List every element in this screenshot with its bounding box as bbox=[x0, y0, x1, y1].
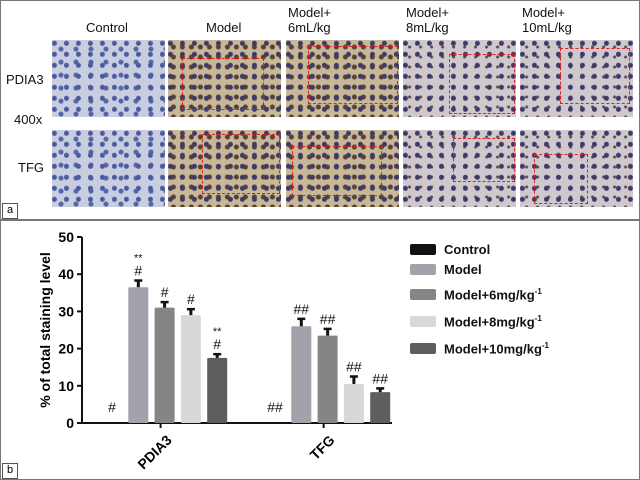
roi-box bbox=[560, 48, 630, 104]
micrograph-pdia3-control bbox=[52, 40, 165, 117]
y-tick-label: 40 bbox=[58, 266, 74, 282]
col-label-model: Model bbox=[206, 20, 242, 35]
significance-mark: ## bbox=[320, 311, 336, 327]
panel-a-tag: a bbox=[2, 203, 18, 219]
bar bbox=[207, 357, 228, 423]
bar bbox=[291, 326, 312, 423]
significance-mark: ## bbox=[372, 370, 388, 386]
legend-swatch bbox=[410, 264, 436, 275]
roi-box bbox=[534, 154, 588, 204]
legend-label: Model bbox=[444, 262, 482, 277]
significance-mark: ** bbox=[213, 326, 222, 338]
roi-box bbox=[449, 54, 515, 114]
micrograph-tfg-model-10 bbox=[520, 130, 633, 207]
legend-label: Control bbox=[444, 242, 491, 257]
y-tick-label: 30 bbox=[58, 303, 74, 319]
legend-label: Model+8mg/kg-1 bbox=[444, 314, 542, 329]
legend-text: Model+8mg/kg bbox=[444, 314, 535, 330]
legend-text: Model+6mg/kg bbox=[444, 287, 535, 303]
roi-box bbox=[182, 58, 264, 110]
row-label-tfg: TFG bbox=[18, 160, 44, 175]
roi-box bbox=[292, 146, 382, 196]
x-tick-label: PDIA3 bbox=[134, 432, 175, 473]
legend-swatch bbox=[410, 316, 436, 327]
significance-mark: # bbox=[108, 399, 116, 415]
y-tick-label: 20 bbox=[58, 341, 74, 357]
legend-superscript: -1 bbox=[534, 287, 542, 296]
roi-box bbox=[308, 46, 398, 104]
roi-box bbox=[453, 138, 515, 182]
significance-mark: ## bbox=[267, 399, 283, 415]
row-label-pdia3: PDIA3 bbox=[6, 72, 44, 87]
bar bbox=[370, 392, 391, 423]
legend-superscript: -1 bbox=[534, 314, 542, 323]
micrograph-tfg-model-6 bbox=[286, 130, 399, 207]
legend-label: Model+6mg/kg-1 bbox=[444, 287, 542, 302]
significance-mark: # bbox=[187, 291, 195, 307]
y-tick-label: 50 bbox=[58, 229, 74, 245]
y-tick-label: 0 bbox=[66, 415, 74, 431]
significance-mark: # bbox=[213, 336, 221, 352]
legend-text: Model+10mg/kg bbox=[444, 341, 542, 357]
significance-mark: ## bbox=[294, 301, 310, 317]
micrograph-pdia3-model-6 bbox=[286, 40, 399, 117]
bar bbox=[343, 383, 364, 423]
legend-superscript: -1 bbox=[541, 341, 550, 350]
legend-swatch bbox=[410, 289, 436, 300]
magnification-label: 400x bbox=[14, 112, 43, 127]
legend-swatch bbox=[410, 343, 436, 354]
panel-b-tag: b bbox=[2, 463, 18, 479]
bar bbox=[317, 335, 338, 423]
bar bbox=[180, 315, 201, 423]
significance-mark: # bbox=[161, 284, 169, 300]
bar bbox=[154, 307, 175, 423]
x-tick-label: TFG bbox=[307, 432, 338, 463]
micrograph-pdia3-model bbox=[168, 40, 281, 117]
col-label-control: Control bbox=[86, 20, 128, 35]
micrograph-tfg-control bbox=[52, 130, 165, 207]
micrograph-pdia3-model-10 bbox=[520, 40, 633, 117]
micrograph-tfg-model-8 bbox=[403, 130, 516, 207]
significance-mark: ** bbox=[134, 253, 143, 265]
bar bbox=[128, 287, 149, 423]
col-label-model-8: Model+ 8mL/kg bbox=[406, 5, 449, 35]
y-tick-label: 10 bbox=[58, 378, 74, 394]
micrograph-pdia3-model-8 bbox=[403, 40, 516, 117]
col-label-model-6: Model+ 6mL/kg bbox=[288, 5, 331, 35]
col-label-model-10: Model+ 10mL/kg bbox=[522, 5, 572, 35]
roi-box bbox=[202, 134, 280, 194]
legend-swatch bbox=[410, 244, 436, 255]
significance-mark: ## bbox=[346, 359, 362, 375]
micrograph-tfg-model bbox=[168, 130, 281, 207]
significance-mark: # bbox=[134, 263, 142, 279]
legend-label: Model+10mg/kg-1 bbox=[444, 341, 549, 356]
y-axis-label: % of total staining level bbox=[37, 252, 53, 408]
